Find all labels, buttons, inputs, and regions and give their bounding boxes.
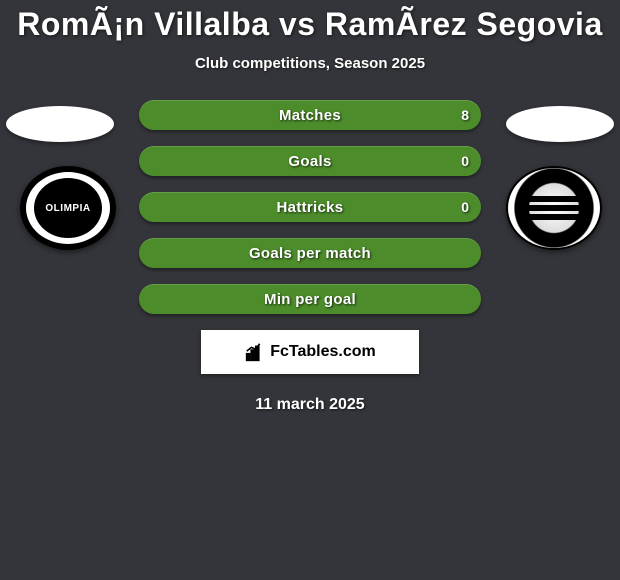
page-title: RomÃ¡n Villalba vs RamÃ­rez Segovia: [0, 0, 620, 43]
stat-row: Min per goal: [139, 284, 481, 314]
stat-row: Goals 0: [139, 146, 481, 176]
stat-value-right: 0: [461, 199, 469, 215]
stat-label: Goals: [288, 153, 331, 170]
stat-label: Matches: [279, 107, 341, 124]
branding-badge: FcTables.com: [201, 330, 419, 374]
chart-icon: [244, 341, 266, 363]
club-logo-right-bands: [526, 196, 582, 220]
comparison-panel: OLIMPIA Matches 8 Goals 0 Hattricks 0 Go: [0, 100, 620, 414]
stat-value-right: 8: [461, 107, 469, 123]
club-logo-left-text: OLIMPIA: [34, 178, 102, 238]
branding-label: FcTables.com: [270, 343, 376, 361]
stat-label: Goals per match: [249, 245, 371, 262]
stat-row: Matches 8: [139, 100, 481, 130]
stat-label: Hattricks: [277, 199, 344, 216]
stats-list: Matches 8 Goals 0 Hattricks 0 Goals per …: [139, 100, 481, 314]
player-avatar-left: [6, 106, 114, 142]
stat-row: Hattricks 0: [139, 192, 481, 222]
club-logo-left: OLIMPIA: [20, 166, 116, 250]
page-subtitle: Club competitions, Season 2025: [0, 55, 620, 72]
stat-label: Min per goal: [264, 291, 356, 308]
club-logo-right: [506, 166, 602, 250]
player-avatar-right: [506, 106, 614, 142]
date-label: 11 march 2025: [0, 396, 620, 414]
stat-row: Goals per match: [139, 238, 481, 268]
stat-value-right: 0: [461, 153, 469, 169]
